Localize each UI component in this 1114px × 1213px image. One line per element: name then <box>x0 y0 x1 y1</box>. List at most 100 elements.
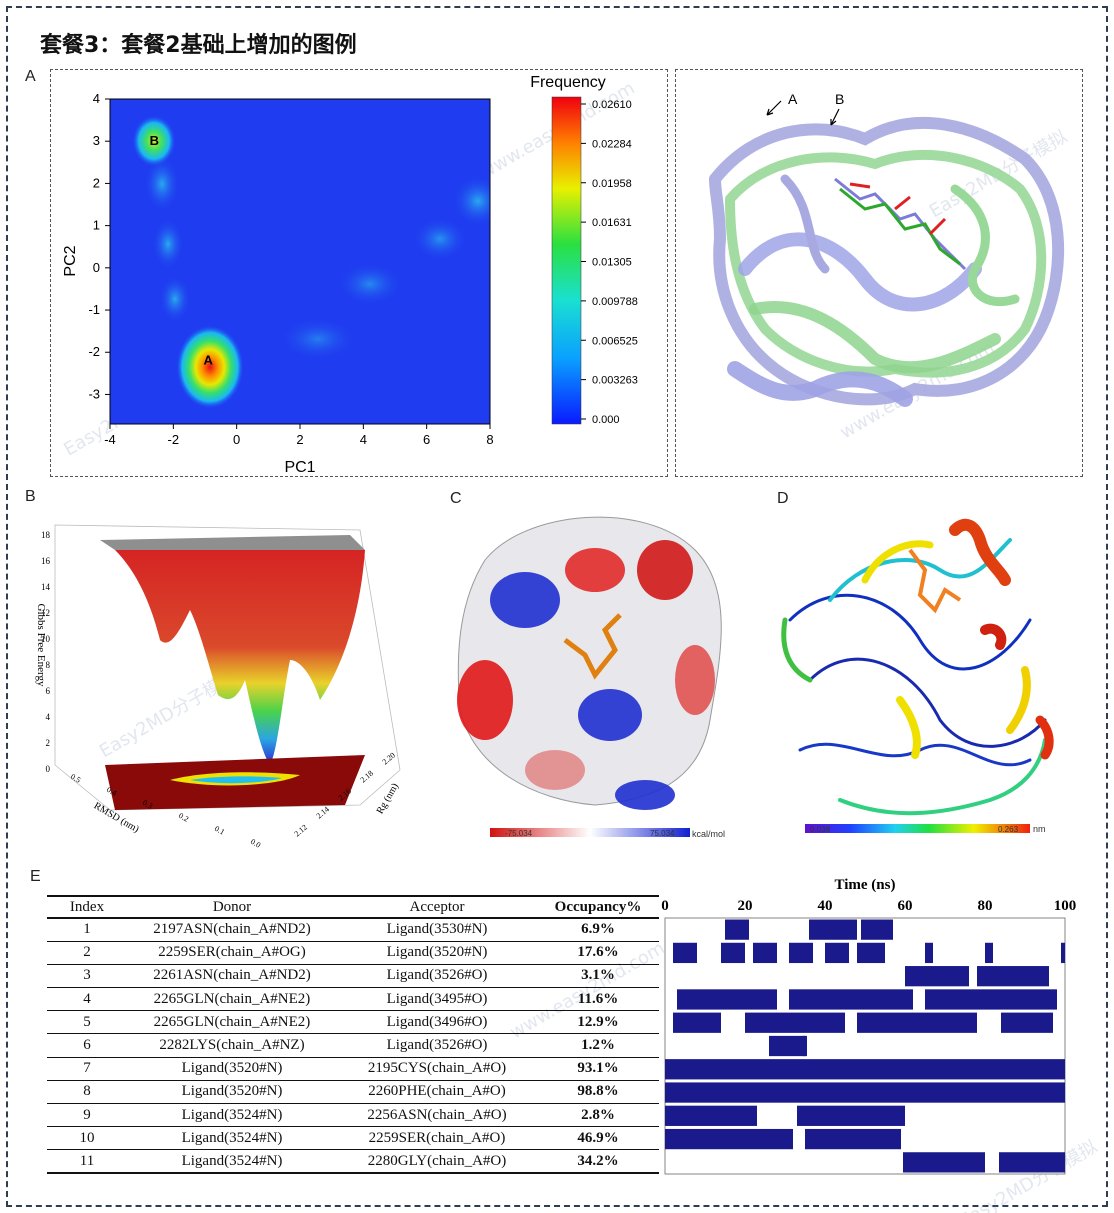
structure-label-a: A <box>788 91 798 107</box>
row-donor: Ligand(3524#N) <box>127 1149 337 1175</box>
bfactor-putty-image: 0.038 0.263 nm <box>781 518 1054 834</box>
colorbar-tick-label: 0.000 <box>592 414 620 426</box>
row-acceptor: 2259SER(chain_A#O) <box>337 1126 537 1151</box>
z-tick-label: 4 <box>46 712 51 722</box>
row-index: 8 <box>47 1080 127 1105</box>
y-tick-label: 2.20 <box>381 751 398 767</box>
x-tick-label: 0.5 <box>69 772 82 785</box>
row-donor: Ligand(3520#N) <box>127 1057 337 1081</box>
row-acceptor: Ligand(3530#N) <box>337 918 537 942</box>
esp-scale-min: -75.034 <box>505 829 533 838</box>
table-row: 4 2265GLN(chain_A#NE2) Ligand(3495#O) 11.6% <box>47 987 659 1012</box>
row-donor: 2261ASN(chain_A#ND2) <box>127 964 337 989</box>
colorbar-tick-label: 0.003263 <box>592 375 638 387</box>
row-acceptor: Ligand(3526#O) <box>337 1033 537 1058</box>
occupancy-bar <box>803 1035 807 1057</box>
panel-a-right-box <box>675 69 1083 477</box>
bfactor-scale-unit: nm <box>1033 824 1046 834</box>
row-index: 6 <box>47 1033 127 1058</box>
panel-label-e: E <box>30 868 41 885</box>
occupancy-bar <box>725 919 749 940</box>
x-tick-label: 6 <box>423 432 430 447</box>
colorbar-tick-label: 0.01305 <box>592 257 632 269</box>
z-tick-label: 12 <box>41 608 50 618</box>
heatmap-density <box>132 115 490 409</box>
occupancy-bar <box>665 1105 757 1126</box>
row-acceptor: Ligand(3520#N) <box>337 941 537 965</box>
row-index: 2 <box>47 941 127 965</box>
row-index: 9 <box>47 1103 127 1128</box>
row-index: 1 <box>47 918 127 942</box>
y-tick-label: 2.14 <box>315 805 332 821</box>
table-row: 8 Ligand(3520#N) 2260PHE(chain_A#O) 98.8% <box>47 1080 659 1105</box>
occupancy-bar <box>789 989 913 1010</box>
fel-chart: A B -4 -2 0 2 4 6 8 4 3 2 1 0 -1 -2 -3 PC1 PC2 Freque… <box>62 74 638 476</box>
x-tick-label: 4 <box>360 432 367 447</box>
table-row: 3 2261ASN(chain_A#ND2) Ligand(3526#O) 3.1% <box>47 964 659 989</box>
row-donor: 2259SER(chain_A#OG) <box>127 941 337 965</box>
z-tick-label: 10 <box>41 634 51 644</box>
occupancy-bar <box>789 942 813 964</box>
occupancy-bar <box>677 989 777 1010</box>
timeline-tick-label: 0 <box>661 898 669 914</box>
y-tick-label: 4 <box>93 91 100 106</box>
row-occupancy: 93.1% <box>537 1057 659 1081</box>
figure-frame <box>6 6 1108 1207</box>
colorbar-tick-label: 0.009788 <box>592 296 638 308</box>
row-occupancy: 34.2% <box>537 1149 659 1175</box>
basin-label-b: B <box>150 133 159 148</box>
occupancy-bar <box>1001 1012 1053 1033</box>
row-occupancy: 17.6% <box>537 941 659 965</box>
z-tick-label: 0 <box>46 764 51 774</box>
occupancy-bar <box>673 942 697 964</box>
occupancy-bar <box>805 1128 901 1150</box>
row-donor: 2265GLN(chain_A#NE2) <box>127 1010 337 1035</box>
occupancy-bar <box>809 919 857 940</box>
protein-superposition-image: A B <box>709 91 1065 407</box>
table-header-row: Index Donor Acceptor Occupancy% <box>47 895 659 919</box>
colorbar-tick-label: 0.01631 <box>592 217 632 229</box>
occupancy-bar <box>797 1105 905 1126</box>
row-index: 4 <box>47 987 127 1012</box>
y-tick-label: -2 <box>88 344 100 359</box>
row-acceptor: Ligand(3496#O) <box>337 1010 537 1035</box>
esp-scale-unit: kcal/mol <box>692 829 725 839</box>
row-occupancy: 6.9% <box>537 918 659 942</box>
timeline-tick-label: 80 <box>978 898 993 914</box>
hbond-table: Index Donor Acceptor Occupancy% 1 2197ASN… <box>47 895 659 1175</box>
table-row: 6 2282LYS(chain_A#NZ) Ligand(3526#O) 1.2% <box>47 1033 659 1058</box>
row-donor: Ligand(3524#N) <box>127 1103 337 1128</box>
x-tick-label: 8 <box>486 432 493 447</box>
panel-label-b: B <box>25 488 36 505</box>
z-axis-label: Gibbs Free Energy <box>35 604 47 687</box>
x-tick-label: 0.3 <box>141 798 154 811</box>
row-acceptor: Ligand(3495#O) <box>337 987 537 1012</box>
y-tick-label: 1 <box>93 218 100 233</box>
x-tick-label: -4 <box>104 432 116 447</box>
x-tick-label: -2 <box>168 432 180 447</box>
table-row: 2 2259SER(chain_A#OG) Ligand(3520#N) 17.6% <box>47 941 659 965</box>
timeline-tick-label: 20 <box>738 898 753 914</box>
timeline-tick-label: 100 <box>1054 898 1077 914</box>
occupancy-bar <box>673 1012 721 1033</box>
panel-label-c: C <box>450 490 462 507</box>
occupancy-bar <box>985 942 993 964</box>
occupancy-bar <box>665 1059 1065 1080</box>
occupancy-bar <box>665 1128 793 1150</box>
x-tick-label: 0 <box>233 432 240 447</box>
row-donor: 2265GLN(chain_A#NE2) <box>127 987 337 1012</box>
z-tick-label: 8 <box>46 660 51 670</box>
z-tick-label: 16 <box>41 556 51 566</box>
occupancy-bar <box>857 1012 977 1033</box>
occupancy-bar <box>1061 942 1065 964</box>
arrow-b-icon <box>830 108 840 126</box>
z-tick-label: 6 <box>46 686 51 696</box>
row-occupancy: 98.8% <box>537 1080 659 1105</box>
row-occupancy: 11.6% <box>537 987 659 1012</box>
row-occupancy: 2.8% <box>537 1103 659 1128</box>
esp-scale-bar <box>490 828 690 837</box>
hbond-timeline: Time (ns) 0 20 40 60 80 100 <box>661 877 1077 1175</box>
row-index: 3 <box>47 964 127 989</box>
y-tick-label: 0 <box>93 260 100 275</box>
row-occupancy: 3.1% <box>537 964 659 989</box>
